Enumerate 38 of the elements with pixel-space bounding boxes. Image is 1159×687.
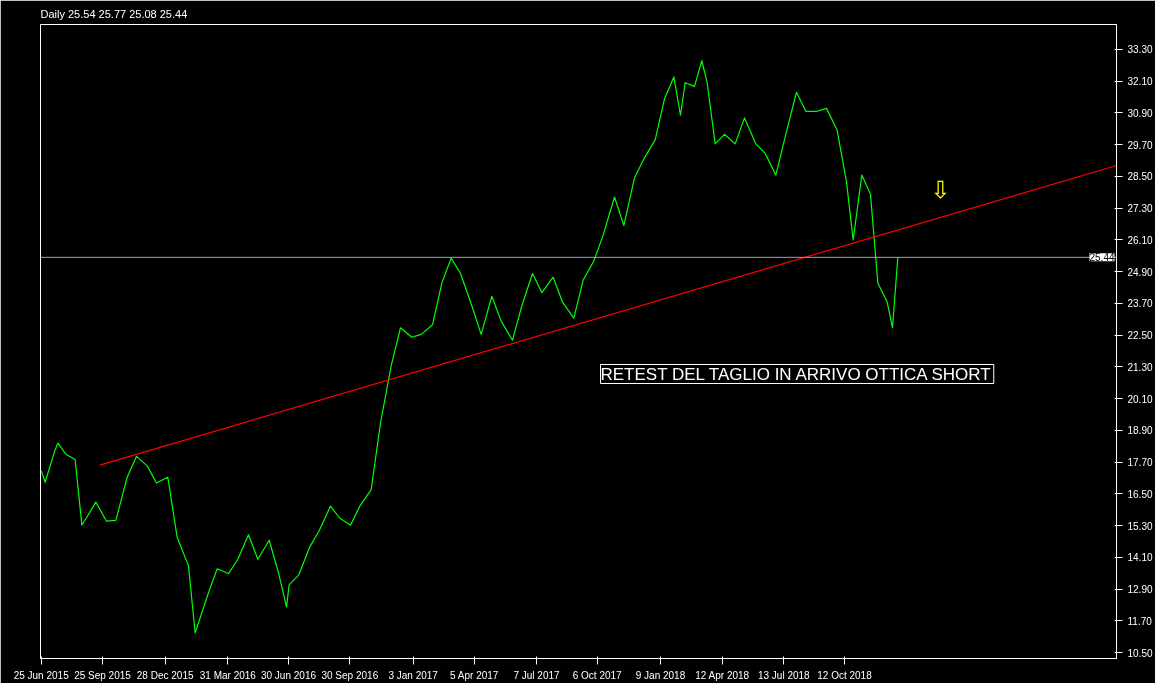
y-tick-label: 11.70 [1127,615,1153,627]
annotation: ⇩ [930,175,951,204]
y-tick-label: 27.30 [1127,203,1153,215]
x-tick-label: 25 Sep 2015 [74,669,132,681]
x-tick-label: 25 Jun 2015 [13,669,70,681]
y-tick-label: 14.10 [1127,552,1153,564]
y-tick-label: 22.50 [1127,330,1153,342]
x-tick-label: 5 Apr 2017 [450,669,499,681]
y-tick-label: 20.10 [1127,393,1153,405]
y-tick-label: 28.50 [1127,171,1153,183]
y-tick-label: 30.90 [1127,107,1153,119]
x-tick-label: 13 Jul 2018 [757,669,811,681]
x-tick-label: 12 Oct 2018 [817,669,873,681]
x-tick-label: 30 Sep 2016 [321,669,379,681]
y-tick-label: 33.30 [1127,44,1153,56]
x-tick-label: 7 Jul 2017 [513,669,561,681]
y-tick-label: 16.50 [1127,488,1153,500]
x-tick-label: 28 Dec 2015 [136,669,194,681]
y-tick-label: 26.10 [1127,234,1153,246]
y-tick-label: 21.30 [1127,361,1153,373]
y-tick-label: 24.90 [1127,266,1153,278]
x-tick-label: 3 Jan 2017 [388,669,439,681]
y-tick-label: 12.90 [1127,584,1153,596]
x-tick-label: 6 Oct 2017 [572,669,623,681]
y-tick-label: 32.10 [1127,76,1153,88]
x-tick-label: 30 Jun 2016 [260,669,317,681]
y-tick-label: 23.70 [1127,298,1153,310]
chart-title: Daily 25.54 25.77 25.08 25.44 [40,7,188,20]
annotation: RETEST DEL TAGLIO IN ARRIVO OTTICA SHORT [600,364,991,384]
ref-line-label: 25.44 [1089,252,1115,264]
x-tick-label: 12 Apr 2018 [695,669,750,681]
y-tick-label: 10.50 [1127,647,1153,659]
y-tick-label: 18.90 [1127,425,1153,437]
y-tick-label: 15.30 [1127,520,1153,532]
x-tick-label: 9 Jan 2018 [635,669,686,681]
x-tick-label: 31 Mar 2016 [199,669,257,681]
y-tick-label: 17.70 [1127,457,1153,469]
y-tick-label: 29.70 [1127,139,1153,151]
